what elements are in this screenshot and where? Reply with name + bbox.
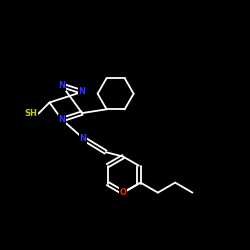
Text: N: N	[78, 88, 86, 96]
Text: N: N	[58, 115, 66, 124]
Text: SH: SH	[25, 109, 38, 118]
Text: N: N	[80, 134, 87, 143]
Text: O: O	[120, 188, 127, 197]
Text: N: N	[58, 81, 66, 90]
